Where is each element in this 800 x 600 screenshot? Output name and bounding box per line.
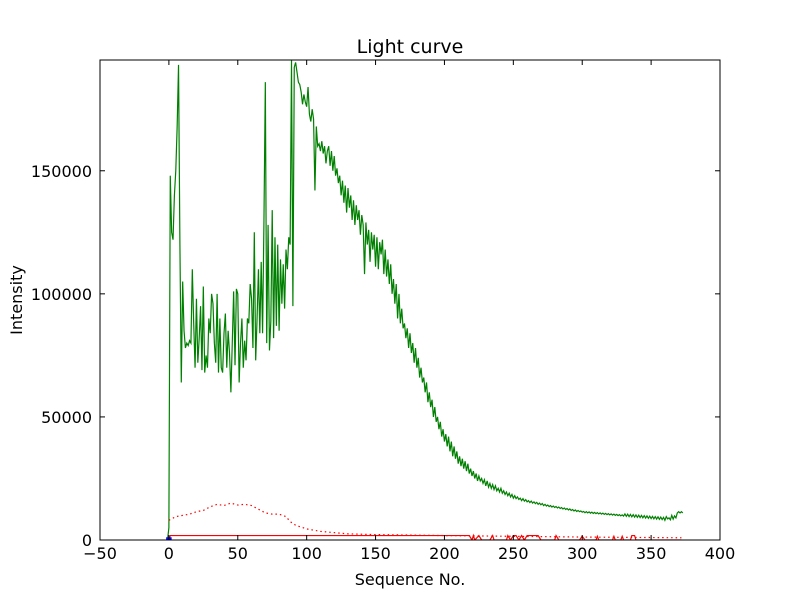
x-tick-label: 150	[360, 544, 391, 563]
series-line-0	[166, 60, 684, 540]
x-tick-label: 0	[164, 544, 174, 563]
x-tick-label: −50	[83, 544, 117, 563]
x-tick-label: 300	[567, 544, 598, 563]
plot-frame	[99, 59, 721, 541]
x-tick-label: 200	[429, 544, 460, 563]
x-tick-label: 400	[705, 544, 736, 563]
y-tick-label: 150000	[31, 162, 92, 181]
y-tick-label: 0	[82, 531, 92, 550]
series-line-2	[168, 533, 682, 540]
x-tick-label: 100	[291, 544, 322, 563]
y-tick-label: 100000	[31, 285, 92, 304]
ticks-layer: −50 0 50 100 150 200 250 300 350 4000500001000001…	[31, 60, 735, 563]
x-tick-label: 250	[498, 544, 529, 563]
chart-title: Light curve	[357, 36, 464, 58]
x-axis-label: Sequence No.	[355, 570, 466, 589]
x-tick-label: 50	[228, 544, 248, 563]
y-axis-label: Intensity	[7, 265, 26, 335]
y-tick-label: 50000	[41, 408, 92, 427]
x-tick-label: 350	[636, 544, 667, 563]
